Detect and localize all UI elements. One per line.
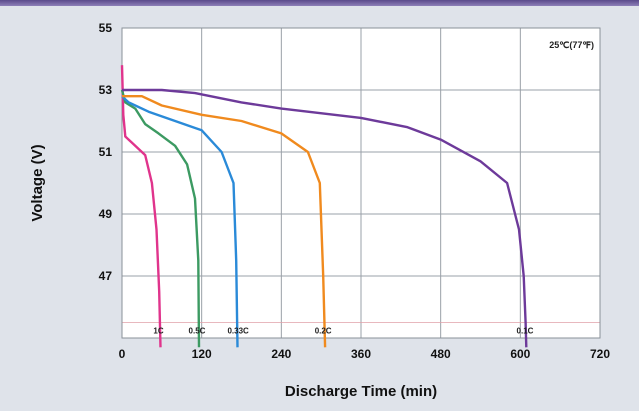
x-tick-label: 240 bbox=[271, 347, 291, 361]
y-tick-label: 55 bbox=[99, 21, 113, 35]
series-line-1C bbox=[120, 65, 162, 348]
curve-label: 0.33C bbox=[227, 327, 249, 336]
tick-labels: 0 120 240 360 480 600 720 47 49 51 53 55 bbox=[99, 21, 611, 361]
discharge-chart: 0 120 240 360 480 600 720 47 49 51 53 55 1C 0.5C 0.33… bbox=[29, 21, 611, 400]
curve-labels: 1C 0.5C 0.33C 0.2C 0.1C bbox=[153, 327, 533, 336]
series-layer bbox=[120, 65, 528, 348]
curve-label: 0.2C bbox=[315, 327, 332, 336]
y-tick-label: 47 bbox=[99, 269, 113, 283]
x-axis-label: Discharge Time (min) bbox=[285, 383, 437, 400]
x-tick-label: 600 bbox=[510, 347, 530, 361]
x-tick-label: 720 bbox=[590, 347, 610, 361]
temperature-annotation: 25℃(77℉) bbox=[549, 40, 594, 50]
grid bbox=[121, 27, 601, 339]
series-line-0_2C bbox=[122, 95, 327, 348]
y-tick-label: 49 bbox=[99, 207, 113, 221]
y-axis-label: Voltage (V) bbox=[29, 144, 46, 221]
y-tick-label: 51 bbox=[99, 145, 113, 159]
y-tick-label: 53 bbox=[99, 83, 113, 97]
x-tick-label: 360 bbox=[351, 347, 371, 361]
curve-label: 0.5C bbox=[189, 327, 206, 336]
curve-label: 1C bbox=[153, 327, 163, 336]
header-band bbox=[0, 0, 639, 6]
x-tick-label: 0 bbox=[119, 347, 126, 361]
x-tick-label: 480 bbox=[431, 347, 451, 361]
chart-frame: 0 120 240 360 480 600 720 47 49 51 53 55 1C 0.5C 0.33… bbox=[0, 6, 639, 406]
series-line-0_5C bbox=[120, 89, 201, 348]
curve-label: 0.1C bbox=[517, 327, 534, 336]
series-line-0_33C bbox=[121, 95, 239, 348]
x-tick-label: 120 bbox=[192, 347, 212, 361]
series-line-0_1C bbox=[122, 88, 528, 348]
plot-border bbox=[121, 27, 601, 339]
